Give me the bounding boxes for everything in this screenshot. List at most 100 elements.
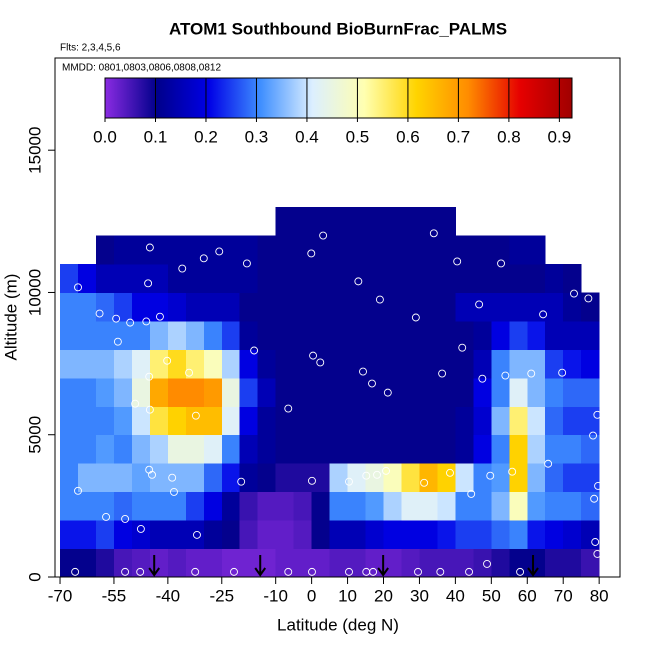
heatmap-cell [185, 264, 205, 293]
heatmap-cell [545, 548, 564, 578]
observation-point [516, 567, 525, 576]
observation-point [193, 530, 201, 539]
heatmap-cell [167, 434, 187, 464]
heatmap-cell [167, 235, 187, 265]
heatmap-cell [185, 235, 205, 265]
heatmap-cell [491, 264, 510, 293]
heatmap-cell [203, 548, 223, 578]
heatmap-cell [437, 292, 456, 322]
heatmap-cell [95, 520, 115, 550]
heatmap-cell [257, 235, 277, 265]
heatmap-cell [473, 520, 492, 550]
heatmap-cell [401, 377, 420, 407]
heatmap-cell [275, 235, 295, 265]
heatmap-cell [311, 292, 331, 322]
x-tick-label: -40 [156, 586, 181, 605]
heatmap-cell [167, 377, 187, 407]
heatmap-cell [60, 434, 79, 464]
heatmap-cell [275, 434, 295, 464]
heatmap-cell [563, 548, 582, 578]
heatmap-cell [383, 406, 402, 436]
heatmap-cell [167, 463, 187, 493]
heatmap-cell [311, 520, 331, 550]
heatmap-cell [257, 264, 277, 293]
heatmap-cell [60, 463, 79, 493]
subtitle: Flts: 2,3,4,5,6 [60, 43, 121, 54]
heatmap-cell [131, 320, 151, 350]
heatmap-cell [239, 434, 259, 464]
heatmap-cell [275, 548, 295, 578]
heatmap-cell [437, 406, 456, 436]
heatmap-cell [185, 377, 205, 407]
heatmap-cell [149, 235, 169, 265]
heatmap-cell [113, 548, 133, 578]
heatmap-cell [167, 320, 187, 350]
heatmap-cell [581, 520, 600, 550]
heatmap-cell [293, 264, 313, 293]
observation-point [453, 257, 462, 266]
heatmap-cell [419, 320, 438, 350]
heatmap-cell [95, 292, 115, 322]
chart-title: ATOM1 Southbound BioBurnFrac_PALMS [169, 19, 507, 38]
heatmap-cell [383, 320, 402, 350]
colorbar-tick-label: 0.1 [144, 127, 168, 146]
heatmap-cell [437, 235, 456, 265]
heatmap-cell [329, 406, 349, 436]
observation-point [544, 459, 553, 468]
heatmap-cell [527, 264, 546, 293]
heatmap-cell [437, 491, 456, 521]
heatmap-cell [60, 491, 79, 521]
observation-point [458, 343, 467, 352]
heatmap-cell [329, 264, 349, 293]
heatmap-cell [527, 406, 546, 436]
heatmap-cell [203, 377, 223, 407]
heatmap-cell [347, 463, 367, 493]
heatmap-cell [113, 320, 133, 350]
heatmap-cell [437, 349, 456, 379]
heatmap-cell [401, 548, 420, 578]
heatmap-cell [473, 292, 492, 322]
colorbar-tick-label: 0.4 [295, 127, 319, 146]
heatmap-cell [113, 463, 133, 493]
heatmap-cell [293, 320, 313, 350]
heatmap-cell [509, 520, 528, 550]
heatmap-cell [347, 491, 367, 521]
heatmap-cell [239, 520, 259, 550]
heatmap-cell [95, 491, 115, 521]
heatmap-cell [275, 292, 295, 322]
heatmap-cell [383, 491, 402, 521]
heatmap-cell [203, 320, 223, 350]
heatmap-cell [78, 377, 97, 407]
heatmap-cell [383, 207, 402, 237]
observation-point [191, 411, 200, 420]
x-tick-label: 70 [554, 586, 573, 605]
heatmap-cell [401, 463, 420, 493]
heatmap-cell [311, 377, 331, 407]
heatmap-cell [275, 207, 295, 237]
heatmap-cell [329, 548, 349, 578]
heatmap-cell [401, 292, 420, 322]
heatmap-cell [527, 377, 546, 407]
heatmap-cell [239, 235, 259, 265]
heatmap-cell [383, 377, 402, 407]
heatmap-cell [545, 406, 564, 436]
heatmap-cell [113, 434, 133, 464]
heatmap-cell [293, 235, 313, 265]
heatmap-cell [239, 406, 259, 436]
observation-point [467, 489, 476, 498]
heatmap-cell [329, 235, 349, 265]
observation-point [405, 196, 413, 205]
observation-point [284, 404, 293, 413]
heatmap-cell [581, 463, 600, 493]
heatmap-cell [527, 235, 546, 265]
heatmap-cell [95, 235, 115, 265]
observation-point [284, 567, 293, 576]
heatmap-cell [311, 264, 331, 293]
heatmap-cell [78, 491, 97, 521]
heatmap-cell [437, 548, 456, 578]
observation-point [369, 567, 378, 576]
heatmap-cell [419, 463, 438, 493]
heatmap-cell [491, 434, 510, 464]
heatmap-cell [78, 434, 97, 464]
